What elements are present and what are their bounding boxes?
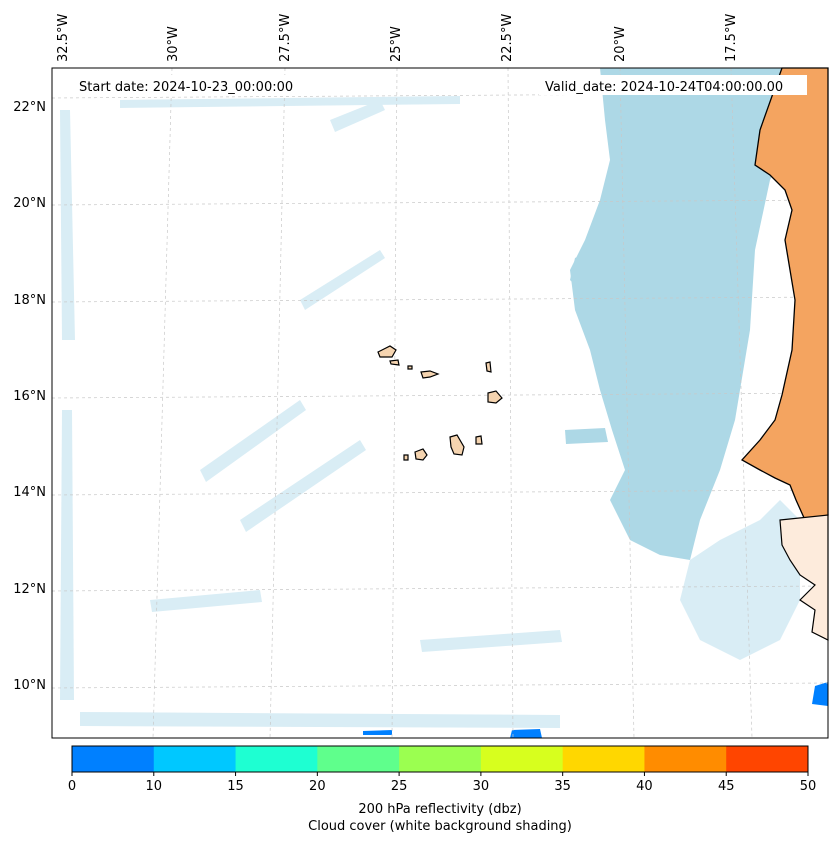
- lon-label: 32.5°W: [56, 14, 71, 62]
- cloud-patch: [565, 428, 608, 444]
- colorbar-tick-label: 0: [68, 779, 76, 794]
- colorbar-segment: [235, 746, 318, 772]
- lon-label: 27.5°W: [278, 14, 293, 62]
- lon-label: 25°W: [389, 26, 404, 62]
- valid-date-box: Valid_date: 2024-10-24T04:00:00.00: [539, 75, 807, 95]
- reflectivity-cell: [510, 729, 542, 738]
- map-panel: [51, 67, 829, 739]
- start-date-box: Start date: 2024-10-23_00:00:00: [72, 75, 316, 95]
- start-date-label: Start date: 2024-10-23_00:00:00: [79, 80, 293, 95]
- colorbar-tick-label: 10: [146, 779, 163, 794]
- colorbar-label: 200 hPa reflectivity (dbz): [358, 802, 521, 817]
- lon-label: 20°W: [613, 26, 628, 62]
- cloud-streaks: [60, 96, 562, 728]
- lon-label: 22.5°W: [500, 14, 515, 62]
- cape-verde-islands: [377, 345, 503, 461]
- graticule: [51, 67, 829, 739]
- lon-label: 30°W: [166, 26, 181, 62]
- longitude-labels: 32.5°W 30°W 27.5°W 25°W 22.5°W 20°W 17.5…: [56, 14, 739, 62]
- colorbar-tick-label: 50: [800, 779, 817, 794]
- latitude-labels: 22°N 20°N 18°N 16°N 14°N 12°N 10°N: [13, 100, 46, 693]
- colorbar-ticks: 0 10 15 20 25 30 35 40 45 50: [68, 772, 816, 794]
- reflectivity-cell: [363, 730, 392, 735]
- colorbar: 0 10 15 20 25 30 35 40 45 50 200 hPa reflectivity…: [68, 745, 816, 834]
- colorbar-segment: [72, 746, 155, 772]
- reflectivity-cell: [812, 682, 828, 706]
- colorbar-sublabel: Cloud cover (white background shading): [308, 819, 572, 834]
- lat-label: 16°N: [13, 389, 46, 404]
- lat-label: 10°N: [13, 678, 46, 693]
- lat-label: 22°N: [13, 100, 46, 115]
- colorbar-tick-label: 30: [473, 779, 490, 794]
- lat-label: 18°N: [13, 293, 46, 308]
- colorbar-segment: [644, 746, 727, 772]
- colorbar-tick-label: 35: [554, 779, 571, 794]
- colorbar-tick-label: 20: [309, 779, 326, 794]
- lat-label: 20°N: [13, 196, 46, 211]
- lon-label: 17.5°W: [724, 14, 739, 62]
- colorbar-segment: [153, 746, 237, 772]
- colorbar-outline: [71, 745, 809, 773]
- colorbar-segment: [480, 746, 564, 772]
- cloud-patch: [570, 252, 595, 290]
- colorbar-segment: [726, 746, 809, 772]
- colorbar-tick-label: 45: [718, 779, 735, 794]
- colorbar-segments: [72, 746, 809, 772]
- lat-label: 14°N: [13, 485, 46, 500]
- cloud-cover-region: [570, 68, 790, 560]
- valid-date-label: Valid_date: 2024-10-24T04:00:00.00: [545, 80, 783, 95]
- colorbar-segment: [562, 746, 645, 772]
- colorbar-segment: [317, 746, 400, 772]
- colorbar-tick-label: 15: [227, 779, 244, 794]
- colorbar-tick-label: 40: [636, 779, 653, 794]
- cloud-cover-fringe: [680, 500, 800, 660]
- lat-label: 12°N: [13, 582, 46, 597]
- colorbar-segment: [399, 746, 482, 772]
- africa-landmass: [740, 67, 829, 521]
- colorbar-tick-label: 25: [391, 779, 408, 794]
